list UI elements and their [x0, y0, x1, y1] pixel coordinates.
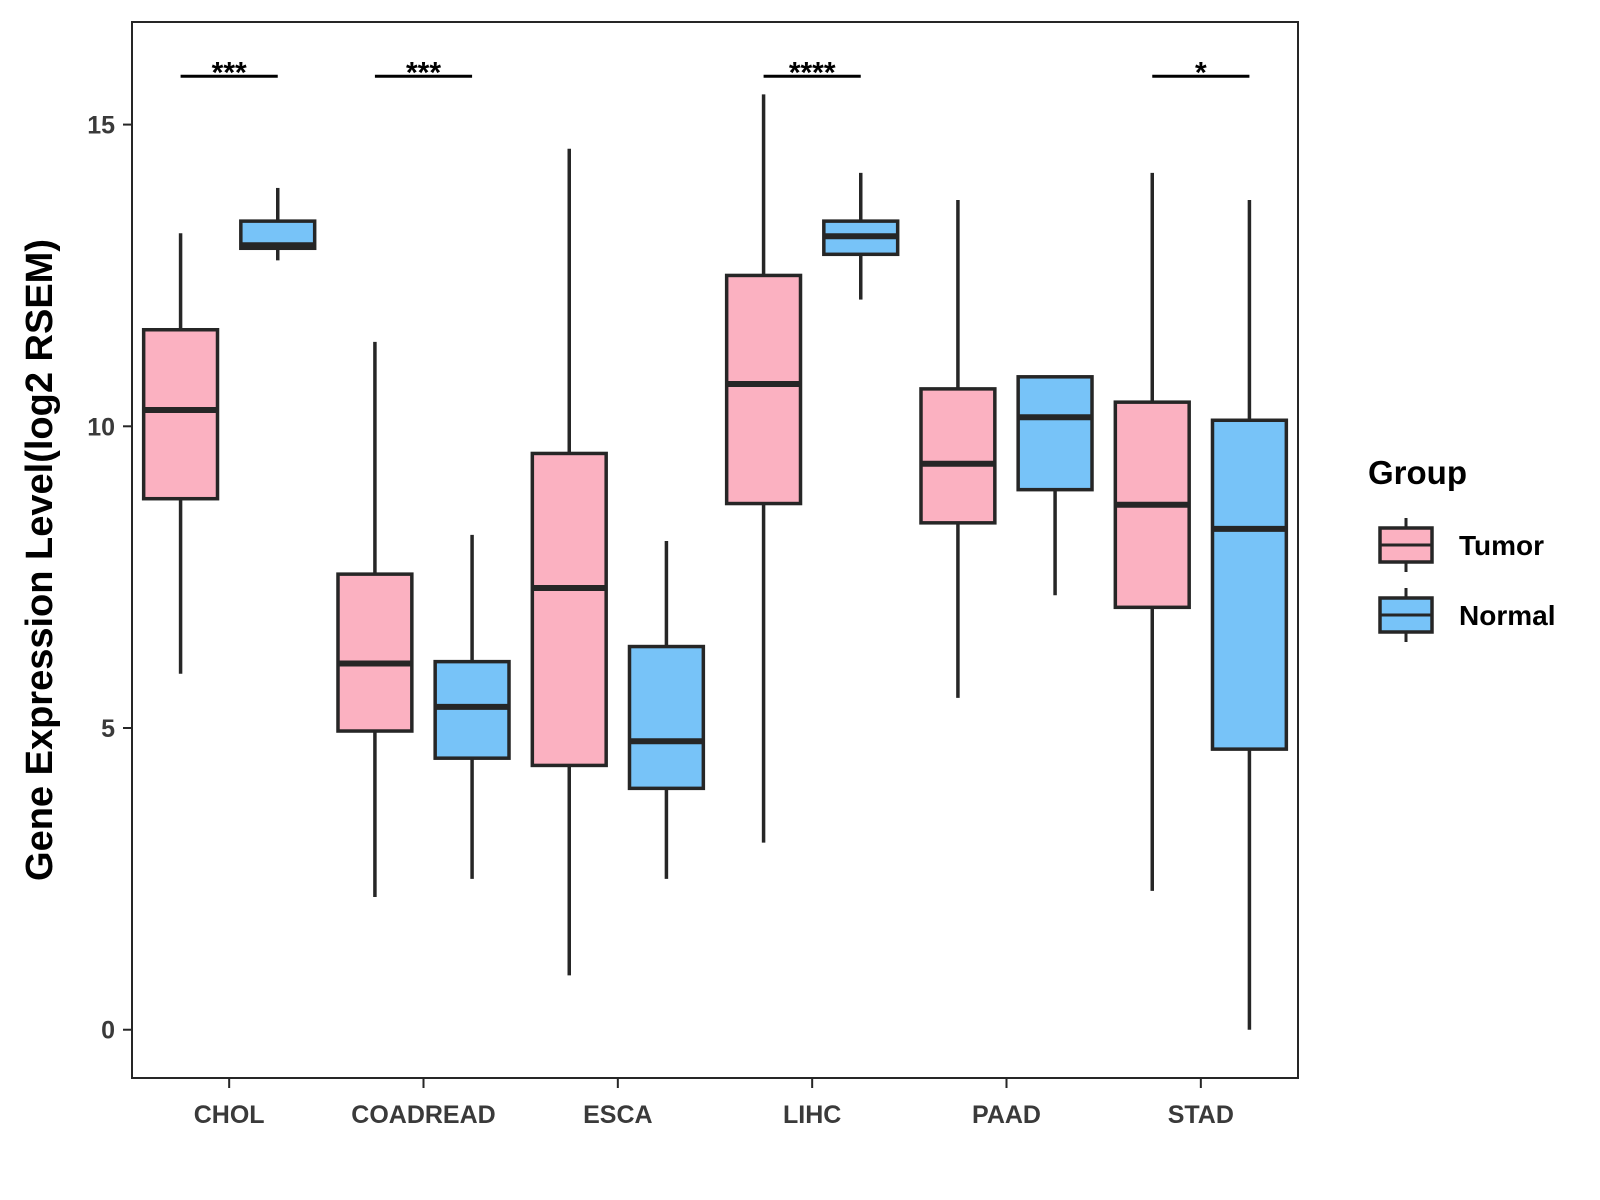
legend-key-tumor — [1378, 518, 1434, 572]
box-tumor-coadread — [336, 341, 414, 897]
x-tick-label: STAD — [1168, 1101, 1234, 1129]
legend-key-normal — [1378, 588, 1434, 642]
box-tumor-chol — [141, 233, 220, 674]
box-iqr — [627, 644, 706, 791]
box-iqr — [530, 451, 608, 768]
box-normal-lihc — [822, 172, 900, 300]
x-tick-label: PAAD — [972, 1101, 1041, 1129]
x-tick-label: CHOL — [194, 1101, 265, 1129]
legend-label-tumor: Tumor — [1459, 530, 1544, 561]
y-axis-title: Gene Expression Level(log2 RSEM) — [19, 239, 61, 881]
box-iqr — [1016, 375, 1094, 492]
box-iqr — [141, 327, 220, 501]
box-normal-esca — [627, 540, 706, 879]
y-tick-label: 5 — [101, 715, 115, 743]
significance-label: *** — [406, 56, 441, 89]
box-normal-stad — [1210, 200, 1289, 1030]
box-normal-chol — [239, 187, 317, 261]
box-iqr — [433, 659, 511, 760]
x-tick-label: COADREAD — [351, 1101, 495, 1129]
box-iqr — [1210, 418, 1289, 751]
box-iqr — [724, 273, 803, 506]
box-tumor-lihc — [724, 94, 803, 843]
y-tick-label: 10 — [87, 413, 115, 441]
x-tick-label: LIHC — [783, 1101, 841, 1129]
significance-label: *** — [212, 56, 247, 89]
box-tumor-esca — [530, 148, 608, 976]
significance-label: **** — [789, 56, 836, 89]
legend-title: Group — [1368, 454, 1467, 491]
box-normal-coadread — [433, 534, 511, 879]
x-tick-label: ESCA — [583, 1101, 652, 1129]
box-normal-paad — [1016, 375, 1094, 596]
box-tumor-stad — [1113, 172, 1191, 891]
legend-label-normal: Normal — [1459, 600, 1555, 631]
box-iqr — [336, 572, 414, 733]
box-tumor-paad — [919, 200, 997, 698]
plot-panel-border — [131, 21, 1299, 1079]
y-tick-label: 0 — [101, 1017, 115, 1045]
y-tick-label: 15 — [87, 112, 115, 140]
box-iqr — [919, 387, 997, 525]
significance-label: * — [1195, 56, 1207, 89]
